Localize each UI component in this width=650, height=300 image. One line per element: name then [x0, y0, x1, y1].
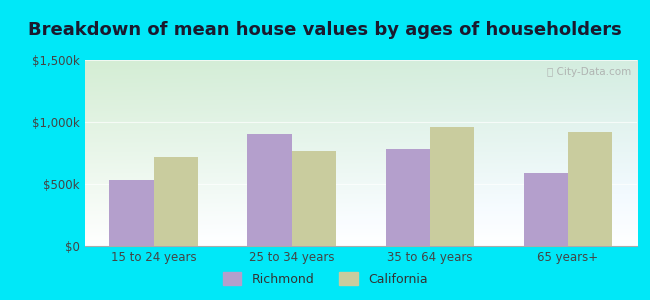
Bar	[524, 173, 568, 246]
Legend: Richmond, California: Richmond, California	[218, 267, 432, 291]
Text: ⓘ City-Data.com: ⓘ City-Data.com	[547, 68, 632, 77]
Bar	[153, 157, 198, 246]
Text: Breakdown of mean house values by ages of householders: Breakdown of mean house values by ages o…	[28, 21, 622, 39]
Bar	[292, 151, 336, 246]
Bar	[248, 134, 292, 246]
Bar	[568, 132, 612, 246]
Bar	[430, 127, 474, 246]
Bar	[385, 149, 430, 246]
Bar	[109, 180, 153, 246]
